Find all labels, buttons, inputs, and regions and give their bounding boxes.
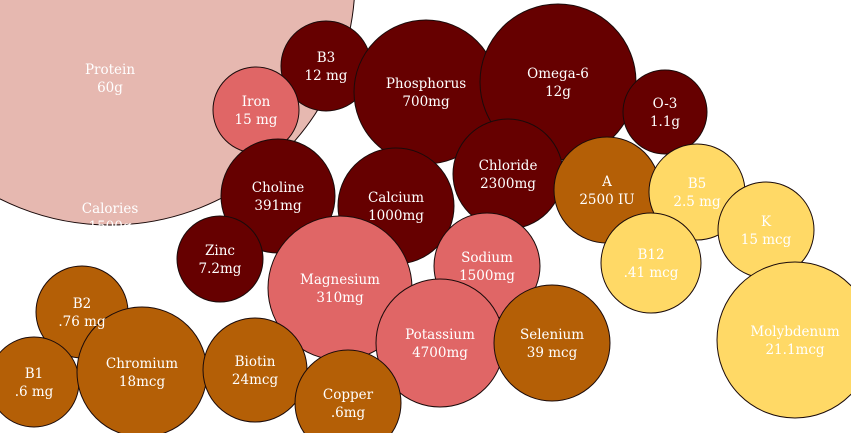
bubble-b12 xyxy=(600,212,702,314)
bubble-selenium xyxy=(493,284,611,402)
bubble-label-zinc: Zinc 7.2mg xyxy=(199,243,242,277)
bubble-value-calories: 1500g xyxy=(89,219,132,235)
bubble-label-b2: B2 .76 mg xyxy=(58,296,106,330)
bubble-label-protein: Protein 60g xyxy=(85,62,135,96)
bubble-name-zinc: Zinc xyxy=(205,243,235,259)
bubble-zinc xyxy=(176,215,264,303)
bubble-biotin xyxy=(202,317,308,423)
bubble-value-chromium: 18mcg xyxy=(119,374,166,390)
bubble-label-b5: B5 2.5 mg xyxy=(673,176,721,210)
bubble-value-b5: 2.5 mg xyxy=(673,194,721,210)
bubble-name-b12: B12 xyxy=(637,247,664,263)
bubble-name-chloride: Chloride xyxy=(479,158,538,174)
bubble-value-b3: 12 mg xyxy=(305,68,348,84)
bubble-value-b1: .6 mg xyxy=(15,384,54,400)
bubble-label-potassium: Potassium 4700mg xyxy=(405,327,475,361)
bubble-name-magnesium: Magnesium xyxy=(300,272,380,288)
bubble-label-omega-6: Omega-6 12g xyxy=(527,66,589,100)
bubble-label-calories: Calories 1500g xyxy=(82,201,139,235)
bubble-name-iron: Iron xyxy=(242,94,271,110)
bubble-value-calcium: 1000mg xyxy=(368,208,424,224)
bubble-value-omega-6: 12g xyxy=(545,84,571,100)
bubble-label-k: K 15 mcg xyxy=(741,214,792,248)
bubble-copper xyxy=(294,349,402,433)
bubble-label-chromium: Chromium 18mcg xyxy=(106,356,178,390)
bubble-label-sodium: Sodium 1500mg xyxy=(459,250,515,284)
bubble-o-3 xyxy=(622,69,708,155)
bubble-label-selenium: Selenium 39 mcg xyxy=(520,327,584,361)
bubble-value-protein: 60g xyxy=(97,80,123,96)
bubble-value-chloride: 2300mg xyxy=(480,176,536,192)
bubble-label-b1: B1 .6 mg xyxy=(15,366,54,400)
bubble-molybdenum xyxy=(716,261,851,419)
bubble-label-o-3: O-3 1.1g xyxy=(650,96,680,130)
bubble-name-copper: Copper xyxy=(323,387,374,403)
bubble-label-b12: B12 .41 mcg xyxy=(624,247,679,281)
bubble-value-magnesium: 310mg xyxy=(316,290,364,306)
bubble-value-b12: .41 mcg xyxy=(624,265,679,281)
bubble-label-chloride: Chloride 2300mg xyxy=(479,158,538,192)
bubble-value-k: 15 mcg xyxy=(741,232,792,248)
bubble-name-o-3: O-3 xyxy=(653,96,678,112)
bubble-name-b3: B3 xyxy=(317,50,336,66)
bubble-value-choline: 391mg xyxy=(254,198,302,214)
bubble-name-molybdenum: Molybdenum xyxy=(750,324,840,340)
bubble-name-omega-6: Omega-6 xyxy=(527,66,589,82)
bubble-name-chromium: Chromium xyxy=(106,356,178,372)
bubble-value-phosphorus: 700mg xyxy=(402,94,450,110)
bubble-name-calcium: Calcium xyxy=(368,190,424,206)
bubble-value-potassium: 4700mg xyxy=(412,345,468,361)
bubble-name-selenium: Selenium xyxy=(520,327,584,343)
bubble-name-sodium: Sodium xyxy=(461,250,513,266)
bubble-value-biotin: 24mcg xyxy=(232,372,279,388)
bubble-name-b2: B2 xyxy=(73,296,92,312)
bubble-value-zinc: 7.2mg xyxy=(199,261,242,277)
bubble-chloride xyxy=(452,118,564,230)
bubble-value-copper: .6mg xyxy=(331,405,366,421)
bubble-name-potassium: Potassium xyxy=(405,327,475,343)
bubble-label-calcium: Calcium 1000mg xyxy=(368,190,424,224)
bubble-label-choline: Choline 391mg xyxy=(252,180,304,214)
bubble-name-b1: B1 xyxy=(25,366,44,382)
bubble-value-b2: .76 mg xyxy=(58,314,106,330)
bubble-label-magnesium: Magnesium 310mg xyxy=(300,272,380,306)
bubble-value-sodium: 1500mg xyxy=(459,268,515,284)
bubble-name-protein: Protein xyxy=(85,62,135,78)
bubble-label-molybdenum: Molybdenum 21.1mcg xyxy=(750,324,840,358)
bubble-name-calories: Calories xyxy=(82,201,139,217)
bubble-value-a: 2500 IU xyxy=(579,192,634,208)
bubble-value-selenium: 39 mcg xyxy=(527,345,578,361)
bubble-name-choline: Choline xyxy=(252,180,304,196)
bubble-name-biotin: Biotin xyxy=(235,354,276,370)
bubble-name-k: K xyxy=(761,214,772,230)
bubble-value-iron: 15 mg xyxy=(235,112,278,128)
bubble-name-a: A xyxy=(601,174,612,190)
bubble-label-a: A 2500 IU xyxy=(579,174,634,208)
bubble-label-b3: B3 12 mg xyxy=(305,50,348,84)
bubble-value-o-3: 1.1g xyxy=(650,114,680,130)
bubble-name-phosphorus: Phosphorus xyxy=(386,76,466,92)
bubble-label-copper: Copper .6mg xyxy=(323,387,374,421)
bubble-label-phosphorus: Phosphorus 700mg xyxy=(386,76,466,110)
bubble-label-biotin: Biotin 24mcg xyxy=(232,354,279,388)
bubble-name-b5: B5 xyxy=(688,176,707,192)
bubble-value-molybdenum: 21.1mcg xyxy=(765,342,824,358)
bubble-label-iron: Iron 15 mg xyxy=(235,94,278,128)
